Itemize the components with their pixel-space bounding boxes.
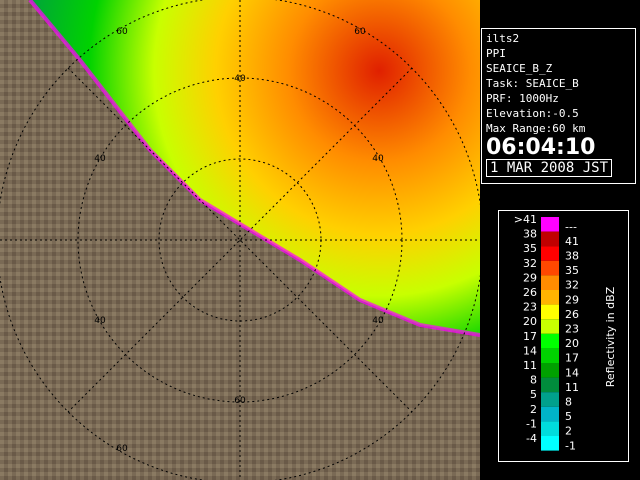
legend-low: 38 (523, 228, 537, 241)
legend-high: 32 (565, 279, 579, 292)
radar-ppi: 60 60 40 40 40 40 40 60 60 (0, 0, 480, 480)
legend-low: 14 (523, 344, 537, 357)
info-line: PRF: 1000Hz (486, 91, 631, 106)
legend-high: --- (565, 220, 577, 233)
legend-high: 26 (565, 308, 579, 321)
legend: >41---3841353832352932262923262023172014… (498, 210, 629, 462)
legend-high: -1 (565, 439, 576, 452)
info-line-text: SEAICE_B_Z (486, 62, 553, 75)
color-swatch (541, 392, 559, 407)
legend-low: 8 (530, 374, 537, 387)
legend-high: 23 (565, 323, 579, 336)
legend-high: 17 (565, 352, 579, 365)
legend-low: 26 (523, 286, 537, 299)
info-line-text: PPI (486, 47, 506, 60)
color-swatch (541, 275, 559, 290)
legend-low: -1 (526, 417, 537, 430)
info-line: PPI (486, 46, 631, 61)
color-swatch (541, 304, 559, 320)
color-swatch (541, 217, 559, 232)
legend-low: 11 (523, 359, 537, 372)
legend-high: 38 (565, 250, 579, 263)
legend-low: 20 (523, 315, 537, 328)
info-line: SEAICE_B_Z (486, 61, 631, 76)
legend-title: Reflectivity in dBZ (604, 286, 617, 387)
legend-high: 14 (565, 366, 579, 379)
info-line-text: Max Range:60 km (486, 122, 586, 135)
date: 1 MAR 2008 JST (486, 159, 631, 177)
color-swatch (541, 246, 559, 261)
legend-low: -4 (526, 432, 537, 445)
info-line: Elevation:-0.5 (486, 106, 631, 121)
info-line: Max Range:60 km (486, 121, 631, 136)
range-label: 40 (372, 316, 384, 326)
legend-low: 32 (523, 257, 537, 270)
legend-low: 35 (523, 242, 537, 255)
color-swatch (541, 377, 559, 393)
color-swatch (541, 406, 559, 422)
legend-high: 29 (565, 293, 579, 306)
info-line-text: ilts2 (486, 32, 520, 45)
legend-high: 8 (565, 396, 572, 409)
range-label: 60 (354, 27, 366, 37)
legend-high: 11 (565, 381, 579, 394)
date-text: 1 MAR 2008 JST (486, 159, 613, 177)
range-label: 40 (94, 316, 106, 326)
legend-high: 35 (565, 264, 579, 277)
legend-low: 2 (530, 403, 537, 416)
range-label: 60 (234, 396, 246, 406)
legend-low: 29 (523, 271, 537, 284)
color-swatch (541, 421, 559, 436)
info-line-text: PRF: 1000Hz (486, 92, 559, 105)
color-swatch (541, 363, 559, 378)
legend-high: 41 (565, 235, 579, 248)
legend-low: 5 (530, 388, 537, 401)
color-swatch (541, 290, 559, 305)
info-line-text: Task: SEAICE_B (486, 77, 579, 90)
legend-low: 23 (523, 301, 537, 314)
info-panel: ilts2 PPI SEAICE_B_Z Task: SEAICE_B PRF: 100… (481, 28, 636, 184)
legend-low: >41 (514, 213, 537, 226)
legend-high: 2 (565, 425, 572, 438)
legend-high: 5 (565, 410, 572, 423)
color-swatch (541, 231, 559, 247)
time: 06:04:10 (486, 136, 631, 160)
color-swatch (541, 260, 559, 276)
info-line: Task: SEAICE_B (486, 76, 631, 91)
legend-low: 17 (523, 330, 537, 343)
range-rings (0, 0, 480, 480)
color-swatch (541, 436, 559, 451)
color-swatch (541, 333, 559, 349)
info-line: ilts2 (486, 31, 631, 46)
coast-echo (28, 0, 480, 337)
time-text: 06:04:10 (486, 135, 596, 160)
color-swatch (541, 319, 559, 334)
color-swatch (541, 348, 559, 363)
range-label: 40 (94, 154, 106, 164)
info-line-text: Elevation:-0.5 (486, 107, 579, 120)
range-label: 60 (116, 27, 128, 37)
legend-high: 20 (565, 337, 579, 350)
range-label: 40 (234, 74, 246, 84)
range-label: 40 (372, 154, 384, 164)
range-label: 60 (116, 444, 128, 454)
